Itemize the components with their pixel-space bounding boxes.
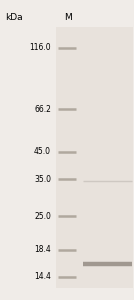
Text: 14.4: 14.4 — [34, 272, 51, 281]
Text: 18.4: 18.4 — [34, 245, 51, 254]
Bar — [56, 27, 133, 288]
Text: 45.0: 45.0 — [34, 147, 51, 156]
Text: M: M — [64, 14, 72, 22]
Text: 66.2: 66.2 — [34, 105, 51, 114]
Text: 116.0: 116.0 — [29, 43, 51, 52]
Text: 25.0: 25.0 — [34, 212, 51, 221]
Text: kDa: kDa — [5, 14, 23, 22]
Text: 35.0: 35.0 — [34, 175, 51, 184]
